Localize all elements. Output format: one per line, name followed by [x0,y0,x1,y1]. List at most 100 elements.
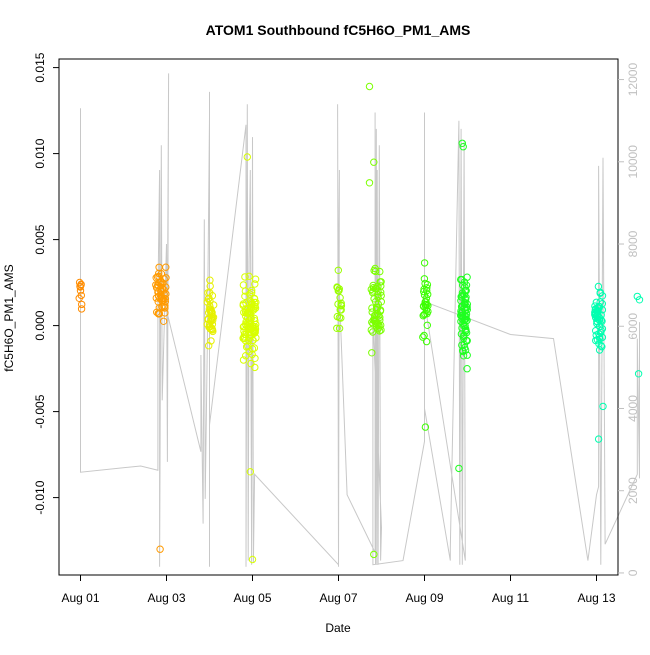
data-point [592,327,600,335]
x-tick-label: Aug 13 [577,591,615,605]
y-tick-label: -0.010 [33,480,47,514]
data-point [594,315,602,323]
data-point [243,314,252,322]
data-point [595,322,604,330]
data-point [78,300,86,309]
data-point [241,292,249,300]
data-point [462,328,471,337]
data-point [374,293,382,301]
data-point [461,343,469,352]
y2-tick-label: 8000 [626,230,640,257]
data-point [423,321,431,329]
data-point [419,302,428,311]
data-point-outlier [248,555,257,564]
data-point [244,321,252,330]
y-tick-label: 0.015 [33,52,47,82]
y-tick-label: 0.005 [33,224,47,254]
data-point [419,312,427,320]
data-point-outlier [634,370,643,378]
data-point [335,313,344,322]
data-point [423,280,432,289]
data-point [371,317,379,325]
y2-tick-label: 0 [626,569,640,576]
axes-layer: -0.010 -0.005 0.000 0.005 0.010 0.015 Aug 01 Au… [33,52,640,605]
data-point [241,273,249,281]
data-point [461,325,470,333]
data-point [205,320,214,329]
data-point [597,342,605,350]
data-point [420,311,428,319]
data-point [240,333,248,341]
data-point [367,326,375,334]
data-point [247,331,255,339]
data-point-outlier [365,82,374,91]
data-point [420,331,428,340]
data-point [457,311,465,320]
data-point [461,298,469,307]
data-point [152,281,160,289]
data-point [244,304,252,313]
data-point [459,352,468,360]
data-point [251,363,259,372]
track-layer [80,73,640,567]
y2-tick-label: 4000 [626,395,640,422]
data-point [463,273,471,281]
data-point-outlier [594,435,603,443]
data-point [205,342,213,350]
x-tick-label: Aug 05 [233,591,271,605]
data-point [162,283,170,291]
track-line [80,73,640,567]
data-point [377,326,385,334]
data-point [76,287,85,295]
points-layer [75,82,644,564]
data-point [206,302,214,310]
data-point [248,288,256,297]
data-point [594,307,602,315]
data-point [335,285,343,293]
data-point [371,267,380,276]
data-point [158,303,166,311]
data-point-outlier [455,464,463,473]
data-point-outlier [458,139,466,148]
data-point [155,304,164,312]
data-point [462,315,470,323]
data-point [369,328,377,336]
data-point [374,300,382,308]
data-point [419,333,427,341]
data-point [337,302,346,310]
data-point [159,317,168,325]
data-point-outlier [370,550,378,559]
y2-tick-label: 2000 [626,477,640,504]
data-point [206,297,214,305]
data-point [333,283,341,291]
data-point [595,302,604,311]
data-point [420,275,429,283]
y-tick-label: 0.010 [33,138,47,168]
data-point [334,266,342,274]
data-point [422,337,431,346]
data-point [460,291,468,299]
data-point [420,291,429,299]
y-axis-label: fC5H6O_PM1_AMS [2,264,16,371]
data-point [76,283,85,291]
data-point [239,281,248,289]
data-point [207,337,215,345]
data-point [242,352,250,360]
data-point [246,297,255,305]
data-point [155,269,163,278]
data-point [204,289,212,297]
data-point [460,340,468,349]
data-point [368,304,376,312]
data-point [596,298,604,306]
data-point-outlier [459,143,467,151]
x-axis-label: Date [325,621,351,635]
data-point [598,343,606,351]
data-point [77,305,86,313]
y2-tick-label: 6000 [626,313,640,340]
x-tick-label: Aug 09 [405,591,443,605]
data-point [420,259,429,267]
data-point-outlier [635,296,644,304]
data-point [207,311,215,319]
